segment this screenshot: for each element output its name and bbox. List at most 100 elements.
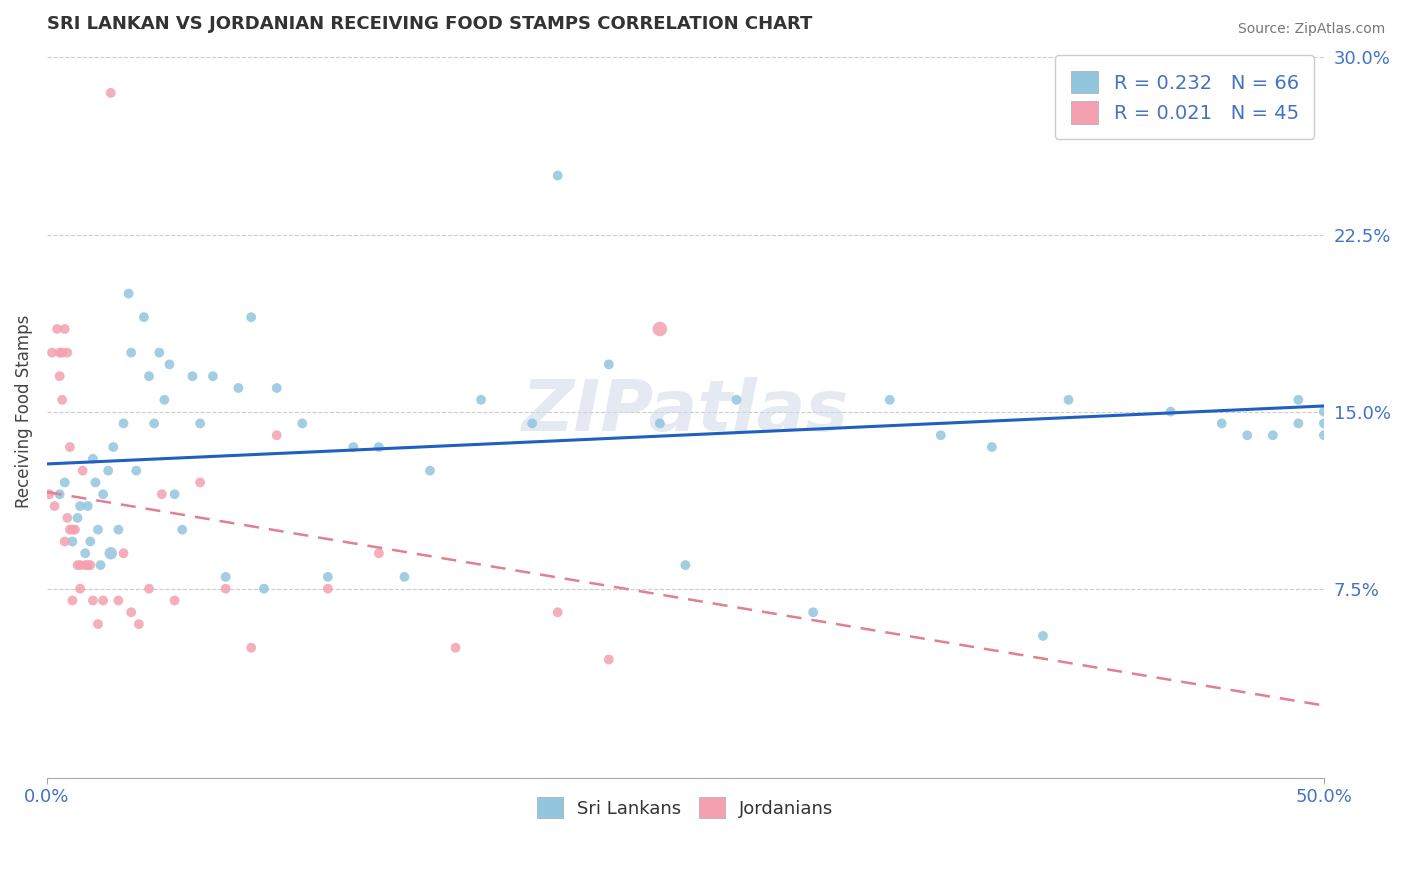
Point — [69, 499, 91, 513]
Point — [107, 593, 129, 607]
Point — [125, 464, 148, 478]
Point — [59, 523, 82, 537]
Legend: Sri Lankans, Jordanians: Sri Lankans, Jordanians — [529, 789, 842, 827]
Point — [316, 582, 339, 596]
Point — [153, 392, 176, 407]
Point — [367, 546, 389, 560]
Point — [1313, 417, 1336, 431]
Point — [48, 345, 70, 359]
Point — [240, 310, 263, 325]
Point — [1032, 629, 1054, 643]
Point — [87, 523, 110, 537]
Point — [84, 475, 107, 490]
Point — [648, 322, 671, 336]
Point — [75, 558, 97, 572]
Text: Source: ZipAtlas.com: Source: ZipAtlas.com — [1237, 22, 1385, 37]
Point — [188, 417, 211, 431]
Point — [53, 475, 76, 490]
Point — [648, 417, 671, 431]
Point — [150, 487, 173, 501]
Point — [82, 593, 104, 607]
Point — [316, 570, 339, 584]
Text: SRI LANKAN VS JORDANIAN RECEIVING FOOD STAMPS CORRELATION CHART: SRI LANKAN VS JORDANIAN RECEIVING FOOD S… — [46, 15, 813, 33]
Point — [1236, 428, 1258, 442]
Point — [188, 475, 211, 490]
Point — [1313, 428, 1336, 442]
Point — [598, 652, 620, 666]
Point — [1286, 417, 1309, 431]
Text: ZIPatlas: ZIPatlas — [522, 377, 849, 446]
Point — [547, 169, 569, 183]
Point — [444, 640, 467, 655]
Point — [725, 392, 748, 407]
Point — [1160, 404, 1182, 418]
Point — [120, 345, 142, 359]
Point — [132, 310, 155, 325]
Point — [201, 369, 224, 384]
Point — [62, 593, 84, 607]
Point — [46, 322, 69, 336]
Point — [1286, 392, 1309, 407]
Point — [163, 593, 186, 607]
Point — [51, 392, 73, 407]
Point — [62, 534, 84, 549]
Point — [394, 570, 416, 584]
Point — [172, 523, 194, 537]
Point — [112, 546, 135, 560]
Point — [128, 617, 150, 632]
Point — [240, 640, 263, 655]
Point — [598, 358, 620, 372]
Point — [38, 487, 60, 501]
Point — [89, 558, 111, 572]
Point — [163, 487, 186, 501]
Point — [76, 558, 98, 572]
Point — [87, 617, 110, 632]
Point — [48, 487, 70, 501]
Point — [138, 582, 160, 596]
Point — [117, 286, 139, 301]
Point — [107, 523, 129, 537]
Point — [148, 345, 170, 359]
Point — [62, 523, 84, 537]
Point — [69, 582, 91, 596]
Point — [103, 440, 125, 454]
Point — [879, 392, 901, 407]
Point — [63, 523, 86, 537]
Point — [97, 464, 120, 478]
Point — [44, 499, 66, 513]
Point — [266, 381, 288, 395]
Point — [1057, 392, 1080, 407]
Point — [138, 369, 160, 384]
Point — [1211, 417, 1233, 431]
Point — [91, 593, 114, 607]
Point — [470, 392, 492, 407]
Point — [215, 570, 238, 584]
Point — [266, 428, 288, 442]
Point — [53, 534, 76, 549]
Point — [929, 428, 952, 442]
Point — [69, 558, 91, 572]
Y-axis label: Receiving Food Stamps: Receiving Food Stamps — [15, 315, 32, 508]
Point — [342, 440, 364, 454]
Point — [419, 464, 441, 478]
Point — [100, 546, 122, 560]
Point — [79, 534, 101, 549]
Point — [41, 345, 63, 359]
Point — [53, 322, 76, 336]
Point — [56, 345, 79, 359]
Point — [980, 440, 1002, 454]
Point — [75, 546, 97, 560]
Point — [66, 511, 89, 525]
Point — [91, 487, 114, 501]
Point — [82, 451, 104, 466]
Point — [120, 605, 142, 619]
Point — [79, 558, 101, 572]
Point — [520, 417, 543, 431]
Point — [48, 369, 70, 384]
Point — [66, 558, 89, 572]
Point — [1108, 62, 1130, 77]
Point — [72, 464, 94, 478]
Point — [100, 86, 122, 100]
Point — [228, 381, 250, 395]
Point — [291, 417, 314, 431]
